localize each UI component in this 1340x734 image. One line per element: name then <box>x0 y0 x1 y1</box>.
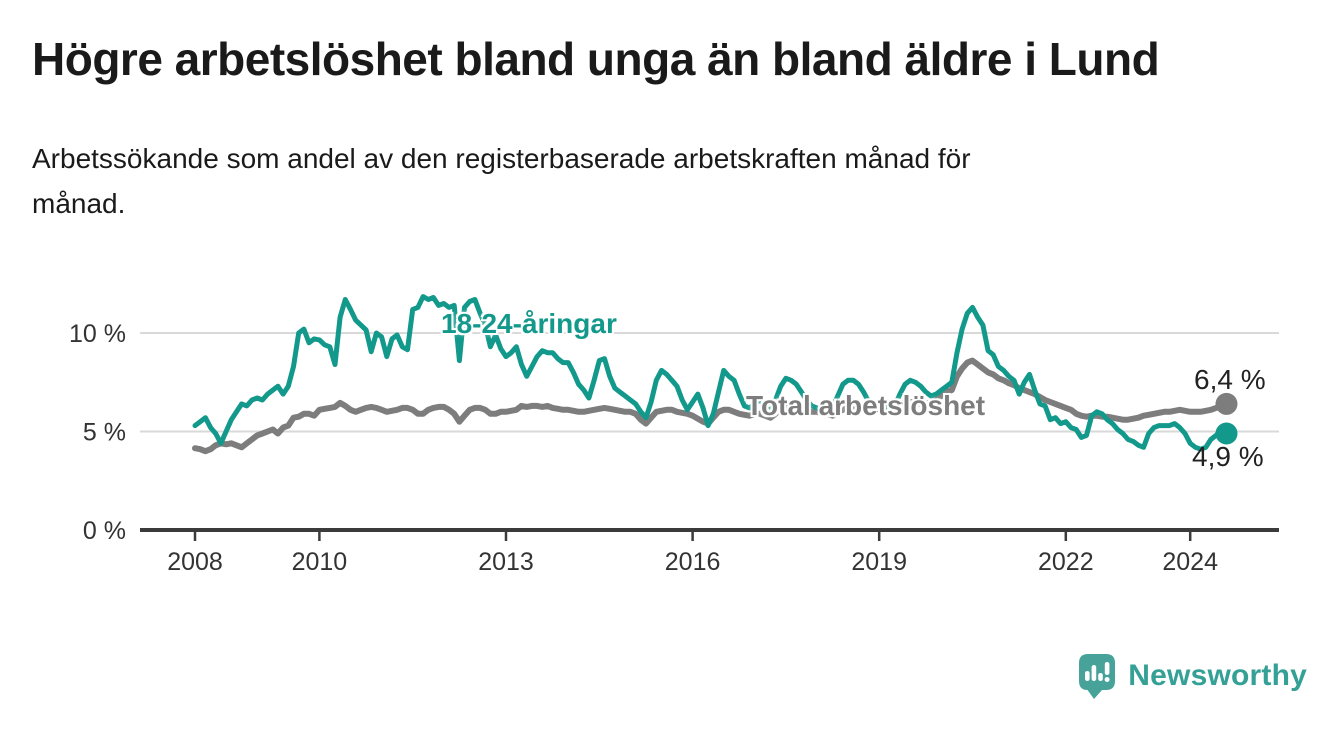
chart-area: 2008 2010 2013 2016 2019 2022 2024 0 % 5 % 10 % <box>69 294 1279 576</box>
page-title: Högre arbetslöshet bland unga än bland ä… <box>32 33 1160 85</box>
x-axis-label: 2024 <box>1162 548 1218 576</box>
series-label-total: Total arbetslöshet <box>746 390 986 421</box>
newsworthy-wordmark: Newsworthy <box>1128 659 1307 692</box>
chart-subtitle-line-2: månad. <box>32 188 126 219</box>
x-axis-label: 2010 <box>292 548 348 576</box>
newsworthy-icon <box>1079 654 1116 699</box>
x-axis-label: 2013 <box>478 548 534 576</box>
series-line-total <box>192 357 1230 455</box>
value-label-total: 6,4 % <box>1194 364 1266 395</box>
x-axis-label: 2019 <box>851 548 907 576</box>
x-axis-label: 2008 <box>167 548 223 576</box>
series-line-youth <box>192 294 1229 452</box>
chart-subtitle-line-1: Arbetssökande som andel av den registerb… <box>32 143 971 174</box>
end-dot-total <box>1215 392 1238 415</box>
series-label-youth: 18-24-åringar <box>441 308 617 339</box>
value-label-youth: 4,9 % <box>1192 441 1264 472</box>
chart-subtitle: Arbetssökande som andel av den registerb… <box>32 136 971 226</box>
y-axis-label: 5 % <box>83 419 126 447</box>
end-dot-youth <box>1215 422 1238 445</box>
x-axis-label: 2016 <box>665 548 721 576</box>
y-axis-label: 0 % <box>83 517 126 545</box>
y-axis-label: 10 % <box>69 320 126 348</box>
x-axis-label: 2022 <box>1038 548 1094 576</box>
newsworthy-logo: Newsworthy <box>1077 652 1307 700</box>
